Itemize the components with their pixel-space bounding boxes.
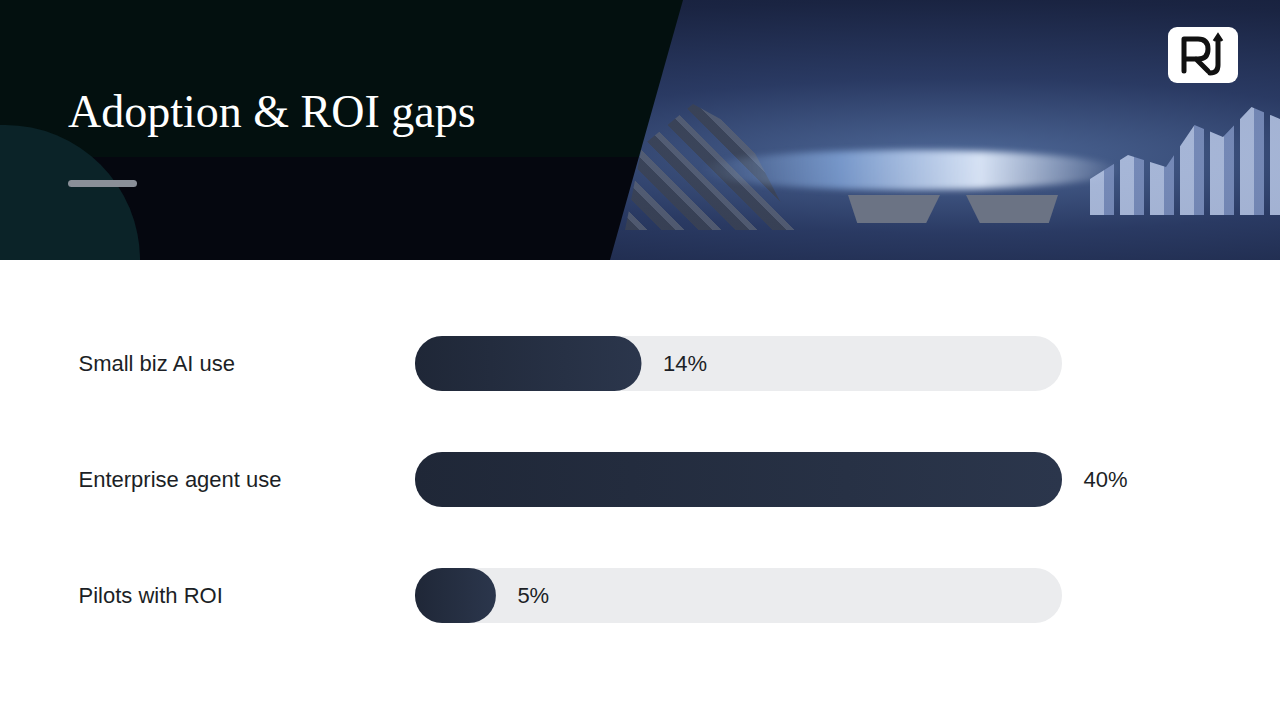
svg-text:Enterprise agent use: Enterprise agent use [79,467,282,492]
html-text:Adoption & ROI gaps: Adoption & ROI gaps [68,86,476,137]
svg-text:5%: 5% [517,583,549,608]
svg-text:14%: 14% [663,351,707,376]
svg-text:Small biz AI use: Small biz AI use [79,351,236,376]
svg-text:40%: 40% [1084,467,1128,492]
svg-text:Pilots with ROI: Pilots with ROI [79,583,223,608]
